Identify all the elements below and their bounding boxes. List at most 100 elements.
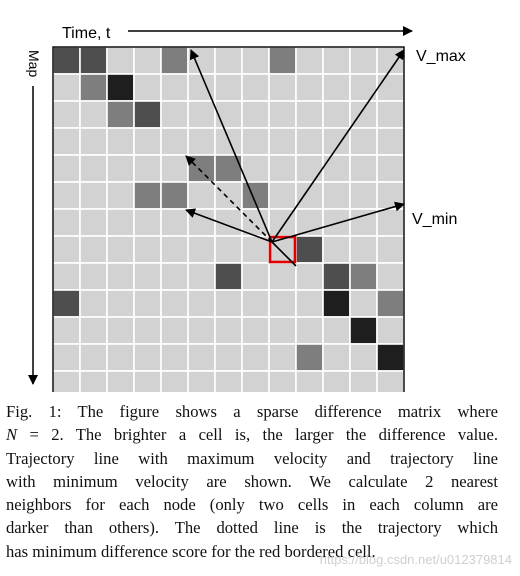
matrix-cell xyxy=(322,262,351,291)
matrix-cell xyxy=(349,235,378,264)
matrix-cell xyxy=(133,289,162,318)
matrix-cell xyxy=(268,73,297,102)
matrix-cell xyxy=(160,46,189,75)
matrix-border xyxy=(52,46,405,392)
matrix-cell xyxy=(295,46,324,75)
matrix-cell xyxy=(52,208,81,237)
matrix-cell xyxy=(160,262,189,291)
caption-variable-n: N xyxy=(6,425,18,445)
matrix-cell xyxy=(79,235,108,264)
matrix-cell xyxy=(79,208,108,237)
trajectory-vmax-line xyxy=(189,49,273,243)
matrix-cell xyxy=(322,73,351,102)
matrix-cell xyxy=(160,235,189,264)
matrix-cell xyxy=(187,100,216,129)
matrix-cell xyxy=(187,289,216,318)
matrix-cell xyxy=(106,100,135,129)
matrix-cell xyxy=(268,154,297,183)
matrix-cell xyxy=(241,154,270,183)
matrix-cell xyxy=(52,262,81,291)
matrix-cell xyxy=(295,289,324,318)
matrix-cell xyxy=(295,370,324,392)
matrix-cell xyxy=(52,343,81,372)
matrix-cell xyxy=(52,154,81,183)
matrix-cell xyxy=(214,316,243,345)
matrix-cell xyxy=(133,127,162,156)
matrix-cell xyxy=(268,127,297,156)
matrix-cell xyxy=(52,73,81,102)
matrix-cell xyxy=(295,316,324,345)
matrix-cell xyxy=(376,73,405,102)
matrix-cell xyxy=(349,262,378,291)
vmin-label: V_min xyxy=(412,211,457,228)
matrix-cell xyxy=(187,316,216,345)
matrix-cell xyxy=(268,370,297,392)
matrix-cell xyxy=(214,343,243,372)
matrix-cell xyxy=(322,370,351,392)
matrix-cell xyxy=(295,235,324,264)
matrix-cell xyxy=(349,370,378,392)
matrix-cell xyxy=(349,127,378,156)
matrix-cell xyxy=(79,262,108,291)
matrix-cell xyxy=(187,181,216,210)
matrix-cell xyxy=(322,100,351,129)
matrix-cell xyxy=(52,316,81,345)
watermark: https://blog.csdn.net/u012379814 xyxy=(319,552,512,567)
matrix-cell xyxy=(160,73,189,102)
matrix-cell xyxy=(268,343,297,372)
matrix-cell xyxy=(241,46,270,75)
matrix-cell xyxy=(79,154,108,183)
matrix-cell xyxy=(133,100,162,129)
matrix-cell xyxy=(322,289,351,318)
matrix-cell xyxy=(376,370,405,392)
matrix-cell xyxy=(376,343,405,372)
matrix-cell xyxy=(241,100,270,129)
matrix-cell xyxy=(160,181,189,210)
time-axis-label: Time, t xyxy=(62,25,111,42)
matrix-cell xyxy=(52,181,81,210)
matrix-cell xyxy=(52,370,81,392)
matrix-cell xyxy=(241,73,270,102)
matrix-cell xyxy=(214,370,243,392)
trajectory-vmin-line-2 xyxy=(271,201,405,243)
matrix-cell xyxy=(295,343,324,372)
matrix-cell xyxy=(241,370,270,392)
matrix-cell xyxy=(187,343,216,372)
matrix-cell xyxy=(322,208,351,237)
matrix-cell xyxy=(214,235,243,264)
matrix-cell xyxy=(322,127,351,156)
trajectory-lower-line xyxy=(271,241,297,267)
matrix-cell xyxy=(52,100,81,129)
matrix-cell xyxy=(187,262,216,291)
matrix-cell xyxy=(133,316,162,345)
matrix-cell xyxy=(376,127,405,156)
matrix-cell xyxy=(160,370,189,392)
matrix-cell xyxy=(349,73,378,102)
matrix-cell xyxy=(52,127,81,156)
vmax-label: V_max xyxy=(416,48,466,65)
caption-line-2: N = 2. The brighter a cell is, the large… xyxy=(6,423,498,446)
matrix-cell xyxy=(295,181,324,210)
matrix-cell xyxy=(214,73,243,102)
trajectory-vmin-line xyxy=(185,208,273,243)
matrix-cell xyxy=(79,127,108,156)
matrix-cell xyxy=(376,100,405,129)
matrix-cell xyxy=(160,208,189,237)
matrix-cell xyxy=(349,343,378,372)
matrix-cell xyxy=(322,235,351,264)
matrix-cell xyxy=(322,46,351,75)
matrix-cell xyxy=(322,316,351,345)
matrix-cell xyxy=(106,370,135,392)
matrix-cell xyxy=(106,181,135,210)
matrix-cell xyxy=(349,46,378,75)
matrix-cell xyxy=(376,262,405,291)
matrix-cell xyxy=(214,154,243,183)
matrix-cell xyxy=(79,100,108,129)
matrix-cell xyxy=(52,46,81,75)
matrix-cell xyxy=(241,181,270,210)
matrix-cell xyxy=(295,262,324,291)
matrix-cell xyxy=(187,370,216,392)
caption-line-5: neighbors for each node (only two cells … xyxy=(6,495,498,515)
matrix-cell xyxy=(322,181,351,210)
matrix-grid xyxy=(52,46,405,392)
